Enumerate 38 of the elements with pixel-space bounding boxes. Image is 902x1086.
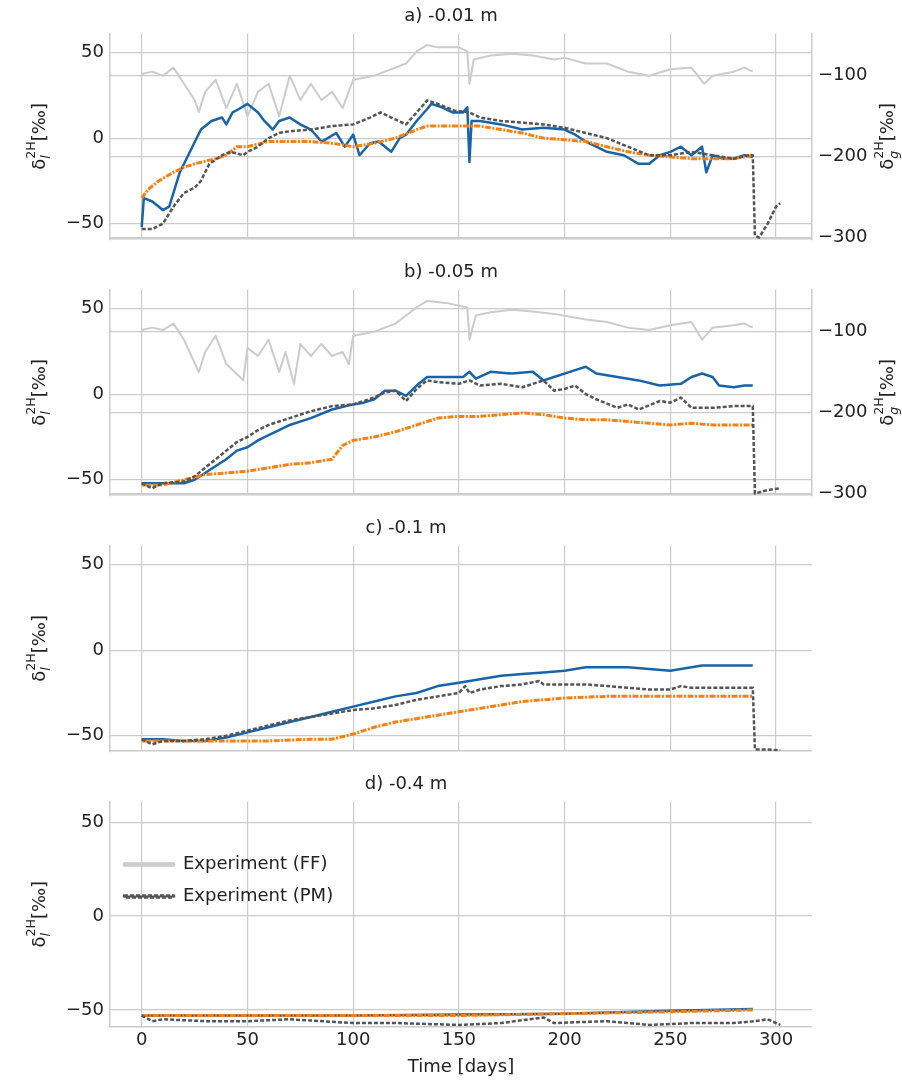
y-tick-label: 50	[81, 296, 104, 318]
chart-title: a) -0.01 m	[404, 4, 498, 26]
x-axis-title: Time [days]	[406, 1054, 515, 1076]
x-tick-label: 250	[653, 1028, 688, 1050]
y2-tick-label: −100	[818, 63, 868, 85]
chart-title: b) -0.05 m	[404, 260, 498, 282]
y-tick-label: −50	[66, 997, 104, 1019]
y-tick-label: 0	[92, 381, 104, 403]
x-tick-label: 100	[335, 1028, 371, 1050]
y-tick-label: 50	[81, 809, 104, 831]
y2-tick-label: −100	[818, 319, 868, 341]
y-tick-label: −50	[66, 211, 104, 233]
y2-tick-label: −200	[818, 400, 868, 422]
x-tick-label: 300	[758, 1028, 794, 1050]
y2-tick-label: −300	[818, 225, 868, 247]
y-tick-label: −50	[66, 467, 104, 489]
x-tick-label: 150	[441, 1028, 477, 1050]
y-axis-title: δl2H[‰]	[23, 359, 53, 426]
y-axis-title: δl2H[‰]	[23, 103, 53, 170]
y-tick-label: 0	[92, 125, 104, 147]
chart-title: c) -0.1 m	[365, 516, 447, 538]
y-tick-label: 0	[92, 903, 104, 925]
y2-tick-label: −300	[818, 481, 868, 503]
legend-label: Experiment (PM)	[183, 884, 334, 906]
y-tick-label: −50	[66, 723, 104, 745]
y2-axis-title: δg2H[‰]	[871, 103, 901, 170]
x-tick-label: 0	[135, 1028, 148, 1050]
chart-title: d) -0.4 m	[364, 772, 448, 794]
x-tick-label: 50	[235, 1028, 259, 1050]
y-tick-label: 50	[81, 40, 104, 62]
legend-label: Experiment (FF)	[183, 852, 328, 874]
y-axis-title: δl2H[‰]	[23, 880, 53, 948]
y-axis-title: δl2H[‰]	[23, 615, 53, 682]
y2-tick-label: −200	[818, 144, 868, 166]
y-tick-label: 50	[81, 552, 104, 574]
y2-axis-title: δg2H[‰]	[871, 359, 901, 426]
y-tick-label: 0	[92, 637, 104, 659]
x-tick-label: 200	[547, 1028, 582, 1050]
